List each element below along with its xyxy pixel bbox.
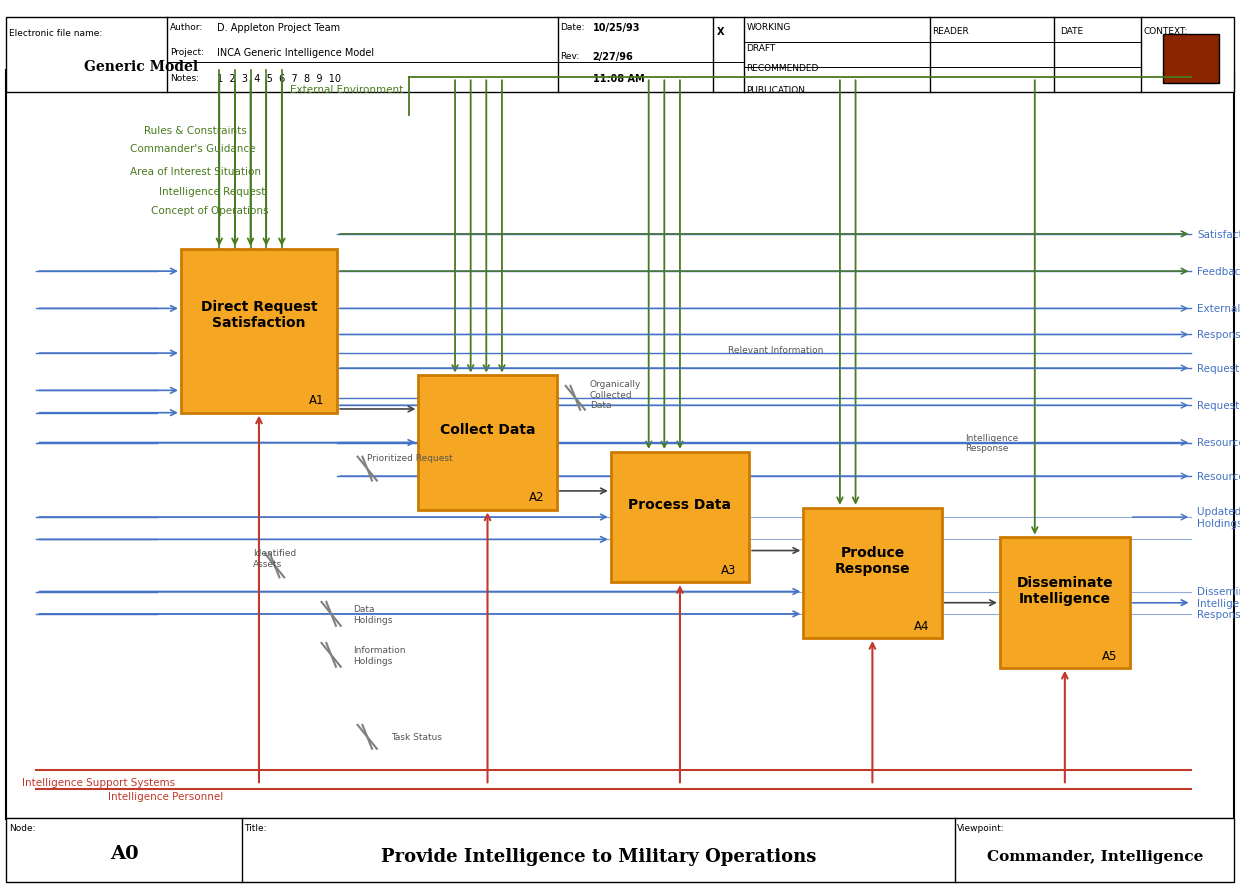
Text: Request: Request (1197, 363, 1240, 374)
Text: Produce
Response: Produce Response (835, 545, 910, 575)
Text: Title:: Title: (244, 823, 267, 832)
Bar (804, 509, 941, 638)
Text: Electronic file name:: Electronic file name: (9, 29, 102, 38)
Bar (6, 818, 1234, 882)
Text: Area of Interest Situation: Area of Interest Situation (130, 167, 262, 176)
Text: Prioritized Request: Prioritized Request (367, 454, 453, 462)
Text: 10/25/93: 10/25/93 (593, 23, 640, 33)
Text: Direct Request
Satisfaction: Direct Request Satisfaction (201, 299, 317, 330)
Text: Identified
Assets: Identified Assets (253, 548, 296, 568)
Text: Generic Model: Generic Model (84, 59, 198, 74)
Text: Notes:: Notes: (170, 74, 198, 83)
Text: 11:08 AM: 11:08 AM (593, 74, 645, 84)
Text: Feedback Request: Feedback Request (1197, 267, 1240, 276)
Text: Date:: Date: (560, 23, 585, 32)
Text: Updated Existing
Holdings: Updated Existing Holdings (1197, 507, 1240, 528)
Bar (1163, 35, 1219, 84)
Text: A0: A0 (109, 843, 139, 862)
Text: Task Status: Task Status (392, 733, 443, 742)
Text: External Environment: External Environment (290, 84, 403, 95)
Text: CONTEXT:: CONTEXT: (1143, 27, 1188, 35)
Text: Relevant Information: Relevant Information (728, 346, 823, 354)
Text: Viewpoint:: Viewpoint: (957, 823, 1004, 832)
Text: INCA Generic Intelligence Model: INCA Generic Intelligence Model (217, 48, 374, 58)
Text: Concept of Operations: Concept of Operations (151, 206, 269, 216)
Text: A2: A2 (528, 491, 544, 504)
Bar (6, 18, 1234, 93)
Text: Resource Tasking: Resource Tasking (1197, 471, 1240, 481)
Text: Process Data: Process Data (629, 497, 732, 511)
Text: External Coordination: External Coordination (1197, 304, 1240, 314)
Bar (418, 376, 557, 510)
Text: X: X (717, 27, 724, 36)
Text: Commander, Intelligence: Commander, Intelligence (987, 849, 1203, 863)
Bar (999, 538, 1130, 668)
Text: Collect Data: Collect Data (440, 423, 536, 437)
Text: Disseminate
Intelligence: Disseminate Intelligence (1017, 575, 1114, 605)
Text: Provide Intelligence to Military Operations: Provide Intelligence to Military Operati… (381, 847, 817, 865)
Text: RECOMMENDED: RECOMMENDED (746, 65, 818, 74)
Text: 2/27/96: 2/27/96 (593, 51, 634, 62)
Bar (181, 250, 337, 413)
Text: 1  2  3  4  5  6  7  8  9  10: 1 2 3 4 5 6 7 8 9 10 (217, 74, 341, 84)
Text: Intelligence
Response: Intelligence Response (965, 433, 1018, 453)
Text: Satisfaction: Satisfaction (1197, 229, 1240, 239)
Text: DRAFT: DRAFT (746, 44, 776, 53)
Text: Commander's Guidance: Commander's Guidance (130, 144, 255, 154)
Text: Node:: Node: (9, 823, 35, 832)
Text: Rev:: Rev: (560, 51, 580, 60)
Text: DATE: DATE (1060, 27, 1084, 35)
Text: Disseminated
Intelligence
Response: Disseminated Intelligence Response (1197, 587, 1240, 619)
Text: A5: A5 (1102, 649, 1117, 662)
Text: Response / Inquiry: Response / Inquiry (1197, 330, 1240, 340)
Text: Intelligence Support Systems: Intelligence Support Systems (21, 777, 175, 787)
Text: Project:: Project: (170, 48, 203, 57)
Text: D. Appleton Project Team: D. Appleton Project Team (217, 23, 340, 33)
Text: Request Status: Request Status (1197, 400, 1240, 411)
Text: WORKING: WORKING (746, 23, 791, 32)
Text: Rules & Constraints: Rules & Constraints (144, 126, 247, 136)
Text: Information
Holdings: Information Holdings (353, 645, 405, 664)
Text: PUBLICATION: PUBLICATION (746, 86, 806, 95)
Text: Intelligence Personnel: Intelligence Personnel (108, 791, 223, 802)
Bar (6, 71, 1234, 820)
Text: Data
Holdings: Data Holdings (353, 604, 392, 624)
Text: A4: A4 (914, 619, 929, 633)
Text: Resource Request: Resource Request (1197, 438, 1240, 448)
Text: A1: A1 (309, 394, 325, 407)
Text: Author:: Author: (170, 23, 203, 32)
Bar (611, 452, 749, 583)
Text: A3: A3 (722, 563, 737, 576)
Text: READER: READER (932, 27, 970, 35)
Text: Intelligence Request: Intelligence Request (159, 186, 265, 197)
Text: Organically
Collected
Data: Organically Collected Data (590, 380, 641, 409)
